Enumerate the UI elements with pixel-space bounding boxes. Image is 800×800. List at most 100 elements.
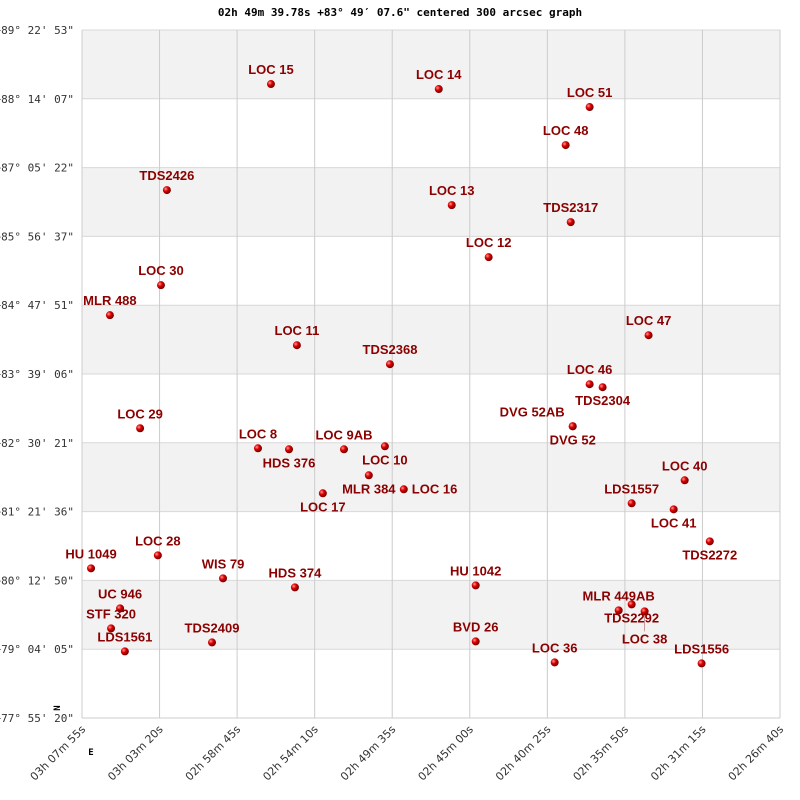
star-point [339,445,348,454]
star-point [697,659,706,668]
y-tick-label: +81° 21' 36" [0,506,74,519]
grid-band [82,98,780,168]
star-label: BVD 26 [453,619,499,634]
star-label: HDS 374 [269,565,323,580]
star-point [680,476,689,485]
star-marker [471,637,480,646]
star-point [399,485,408,494]
star-marker [156,281,165,290]
star-point [484,253,493,262]
star-marker [162,186,171,195]
grid-band [82,167,780,237]
grid-band [82,580,780,650]
y-tick-label: +84° 47' 51" [0,299,74,312]
star-marker [550,658,559,667]
x-tick-label: 02h 58m 45s [183,723,244,784]
star-marker [705,537,714,546]
star-point [318,489,327,498]
star-label: LOC 9AB [315,427,372,442]
y-tick-label: +89° 22' 53" [0,24,74,37]
x-tick-label: 03h 03m 20s [105,723,166,784]
east-indicator: E [88,748,93,758]
star-marker [627,600,636,609]
star-label: LOC 40 [662,458,708,473]
x-tick-label: 02h 31m 15s [648,723,709,784]
star-label: DVG 52 [550,432,596,447]
star-marker [107,624,116,633]
star-label: MLR 449AB [583,588,655,603]
star-label: LOC 16 [412,481,458,496]
star-marker [292,341,301,350]
star-label: HU 1049 [65,546,116,561]
star-marker [399,485,408,494]
grid-band [82,442,780,512]
star-marker [253,444,262,453]
star-marker [598,383,607,392]
x-tick-label: 02h 26m 40s [726,723,787,784]
star-label: TDS2368 [363,342,418,357]
star-point [627,499,636,508]
star-label: TDS2292 [604,610,659,625]
star-point [219,574,228,583]
star-point [434,85,443,94]
star-marker [585,103,594,112]
star-point [162,186,171,195]
star-label: TDS2317 [543,200,598,215]
star-point [471,581,480,590]
x-tick-label: 02h 35m 50s [571,723,632,784]
star-marker [585,380,594,389]
grid-band [82,30,780,99]
x-tick-label: 03h 07m 55s [28,723,89,784]
star-label: TDS2409 [185,620,240,635]
grid-band [82,511,780,581]
star-label: LDS1557 [604,481,659,496]
star-point [116,604,125,613]
star-marker [105,311,114,320]
star-point [253,444,262,453]
star-label: LOC 29 [117,406,163,421]
star-label: LOC 38 [622,631,668,646]
star-point [107,624,116,633]
x-tick-label: 02h 40m 25s [493,723,554,784]
star-point [120,647,129,656]
star-label: LOC 51 [567,85,613,100]
star-point [568,422,577,431]
star-marker [364,471,373,480]
y-tick-label: +79° 04' 05" [0,643,74,656]
star-label: LOC 28 [135,533,181,548]
star-marker [471,581,480,590]
star-label: LOC 17 [300,499,346,514]
star-marker [120,647,129,656]
star-label: LOC 47 [626,313,672,328]
star-marker [318,489,327,498]
star-marker [153,551,162,560]
star-marker [669,505,678,514]
star-marker [566,218,575,227]
star-label: WIS 79 [202,556,245,571]
star-marker [219,574,228,583]
grid-band [82,305,780,375]
chart-title: 02h 49m 39.78s +83° 49′ 07.6" centered 3… [217,6,583,19]
star-point [585,380,594,389]
star-label: TDS2304 [575,393,631,408]
star-point [156,281,165,290]
star-marker [680,476,689,485]
star-label: TDS2426 [139,168,194,183]
star-point [380,442,389,451]
star-label: LDS1556 [674,641,729,656]
y-tick-label: +83° 39' 06" [0,368,74,381]
star-point [105,311,114,320]
grid-band [82,374,780,443]
star-point [561,141,570,150]
star-marker [136,424,145,433]
y-tick-label: +80° 12' 50" [0,574,74,587]
star-marker [290,583,299,592]
star-point [153,551,162,560]
grid-band [82,649,780,718]
star-label: TDS2272 [682,547,737,562]
star-label: LOC 15 [248,62,294,77]
star-point [87,564,96,573]
star-marker [385,360,394,369]
star-point [550,658,559,667]
